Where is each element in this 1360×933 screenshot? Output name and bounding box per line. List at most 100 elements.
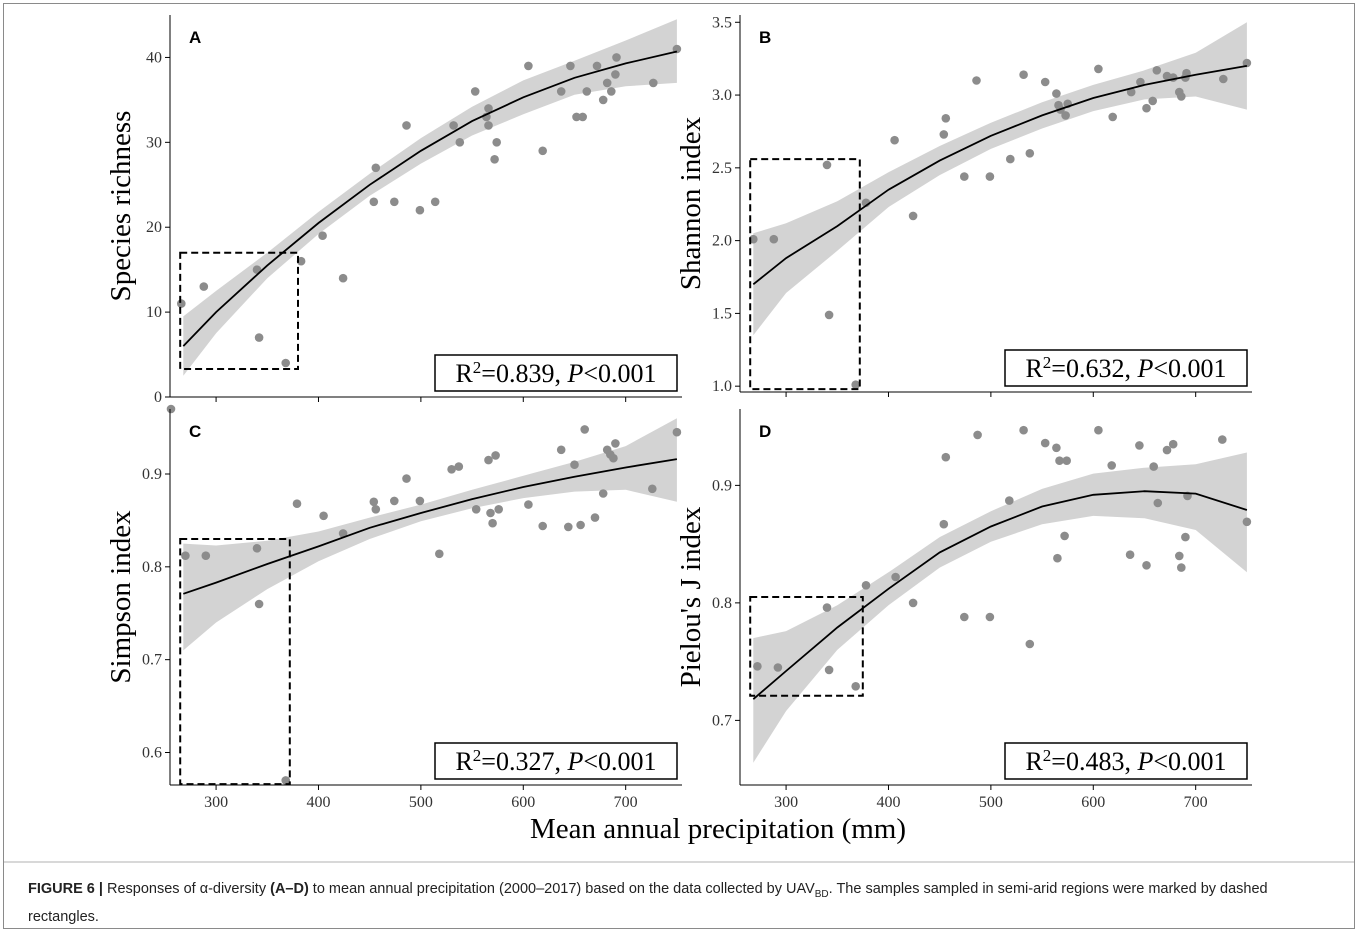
panel-c-point-25 xyxy=(556,445,566,455)
panel-d-xtick-label-4: 700 xyxy=(1184,794,1208,811)
panel-c-point-6 xyxy=(292,499,302,509)
panel-d-point-22 xyxy=(1094,425,1103,435)
panel-b-point-23 xyxy=(1108,112,1117,122)
panel-c-point-10 xyxy=(371,505,381,514)
panel-a-point-31 xyxy=(602,78,612,88)
panel-d-point-12 xyxy=(985,612,995,622)
panel-a-point-28 xyxy=(582,87,592,96)
panel-a-point-33 xyxy=(611,70,620,79)
panel-a-point-19 xyxy=(484,104,493,113)
panel-b-point-17 xyxy=(1052,89,1061,98)
panel-b-point-10 xyxy=(960,172,969,181)
panel-c-stats-text: R2=0.327, P<0.001 xyxy=(455,746,656,777)
panel-c-fit-line xyxy=(183,458,678,595)
panel-c-stats-box xyxy=(434,742,678,780)
panel-d-point-32 xyxy=(1177,563,1186,572)
panel-c-point-29 xyxy=(580,425,589,434)
panel-a-point-22 xyxy=(524,61,533,71)
panel-d-point-25 xyxy=(1135,441,1144,450)
panel-b-stats-text: R2=0.632, P<0.001 xyxy=(1025,353,1226,384)
panel-d-point-2 xyxy=(822,603,832,612)
panel-d-point-36 xyxy=(1242,517,1252,527)
panel-c-point-36 xyxy=(648,484,657,494)
panel-d-point-1 xyxy=(773,663,783,672)
panel-d-point-20 xyxy=(1060,531,1069,541)
panel-d-point-31 xyxy=(1175,551,1184,561)
caption-text-2: to mean annual precipitation (2000–2017)… xyxy=(308,881,815,897)
panel-a-ylabel: Species richness xyxy=(105,111,137,302)
shared-xlabel: Mean annual precipitation (mm) xyxy=(530,813,906,845)
panel-d-xtick-label-2: 500 xyxy=(979,794,1003,811)
panel-d-stats-text: R2=0.483, P<0.001 xyxy=(1025,746,1226,777)
panel-d-point-18 xyxy=(1053,553,1062,563)
panel-c-point-21 xyxy=(491,451,500,460)
panel-b-point-9 xyxy=(941,114,951,123)
panel-c-semi-arid-box xyxy=(179,538,291,786)
panel-d-point-19 xyxy=(1055,456,1064,466)
panel-a-point-15 xyxy=(455,138,465,147)
panel-d-point-8 xyxy=(939,519,949,529)
panel-d-point-21 xyxy=(1062,456,1071,466)
panel-b-point-16 xyxy=(1040,77,1050,87)
panel-d-point-5 xyxy=(861,581,871,590)
panel-d-point-16 xyxy=(1040,438,1050,448)
panel-c-point-12 xyxy=(402,474,411,483)
panel-c-point-19 xyxy=(486,508,495,518)
panel-a-fit-line xyxy=(182,50,678,347)
panel-b-point-25 xyxy=(1136,77,1145,87)
panel-b-point-26 xyxy=(1142,103,1151,113)
panel-c-point-37 xyxy=(672,427,682,437)
panel-a-point-23 xyxy=(538,146,547,156)
panel-d-ylabel: Pielou's J index xyxy=(675,506,707,687)
panel-c-point-35 xyxy=(611,439,620,448)
panel-b-semi-arid-box xyxy=(749,158,861,391)
panel-a-point-18 xyxy=(484,121,493,130)
panel-b-point-35 xyxy=(1219,74,1228,84)
panel-b-point-22 xyxy=(1094,64,1103,74)
panel-c-point-24 xyxy=(538,521,547,531)
panel-c-point-30 xyxy=(590,513,600,522)
panel-b-point-32 xyxy=(1177,92,1186,101)
caption-text-1: Responses of α-diversity xyxy=(102,881,271,897)
panel-c-ytick-label-3: 0.9 xyxy=(142,466,162,483)
panel-c-point-1 xyxy=(181,551,190,560)
panel-d-point-29 xyxy=(1162,445,1172,455)
panel-c-point-23 xyxy=(524,500,533,509)
panel-c-point-26 xyxy=(564,522,573,532)
panel-d-confidence-band xyxy=(753,452,1247,763)
panel-d-ytick-label-2: 0.9 xyxy=(712,477,732,494)
panel-d-point-4 xyxy=(851,682,860,691)
panel-b-point-14 xyxy=(1019,70,1028,79)
panel-c-xtick-label-1: 400 xyxy=(306,794,330,811)
panel-c-point-7 xyxy=(319,511,328,521)
panel-b-ylabel: Shannon index xyxy=(675,116,707,290)
panel-c-point-16 xyxy=(454,462,464,471)
panel-b-point-1 xyxy=(769,234,779,244)
panel-c-point-17 xyxy=(471,505,481,514)
panel-b-point-27 xyxy=(1148,96,1157,106)
panel-c-point-27 xyxy=(570,460,579,470)
panel-d-point-3 xyxy=(824,665,834,675)
panel-c-ylabel: Simpson index xyxy=(105,510,137,684)
panel-c-point-18 xyxy=(484,455,493,465)
panel-a-point-35 xyxy=(649,78,658,88)
panel-a-point-25 xyxy=(566,61,575,71)
panel-b-ytick-label-1: 1.5 xyxy=(712,305,732,322)
panel-a-point-8 xyxy=(369,197,379,207)
panel-c-confidence-band xyxy=(183,418,677,651)
panel-a-point-29 xyxy=(592,61,602,71)
panel-d-fit-line xyxy=(752,490,1248,700)
panel-b-ytick-label-2: 2.0 xyxy=(712,233,732,250)
panel-a-point-32 xyxy=(607,87,616,96)
panel-b-point-20 xyxy=(1061,111,1070,120)
caption-text-3: . The samples sampled in semi-arid regio… xyxy=(28,881,1268,925)
caption-panel-range: (A–D) xyxy=(270,881,309,897)
panel-b-point-15 xyxy=(1025,149,1035,158)
panel-c-point-11 xyxy=(390,496,399,506)
panel-d-point-15 xyxy=(1025,639,1035,649)
panel-d-stats-box xyxy=(1004,742,1248,780)
panel-c-ytick-label-1: 0.7 xyxy=(142,652,162,669)
panel-c-point-0 xyxy=(166,404,176,414)
panel-b-ytick-label-3: 2.5 xyxy=(712,160,732,177)
panel-d-ytick-label-0: 0.7 xyxy=(712,712,732,729)
